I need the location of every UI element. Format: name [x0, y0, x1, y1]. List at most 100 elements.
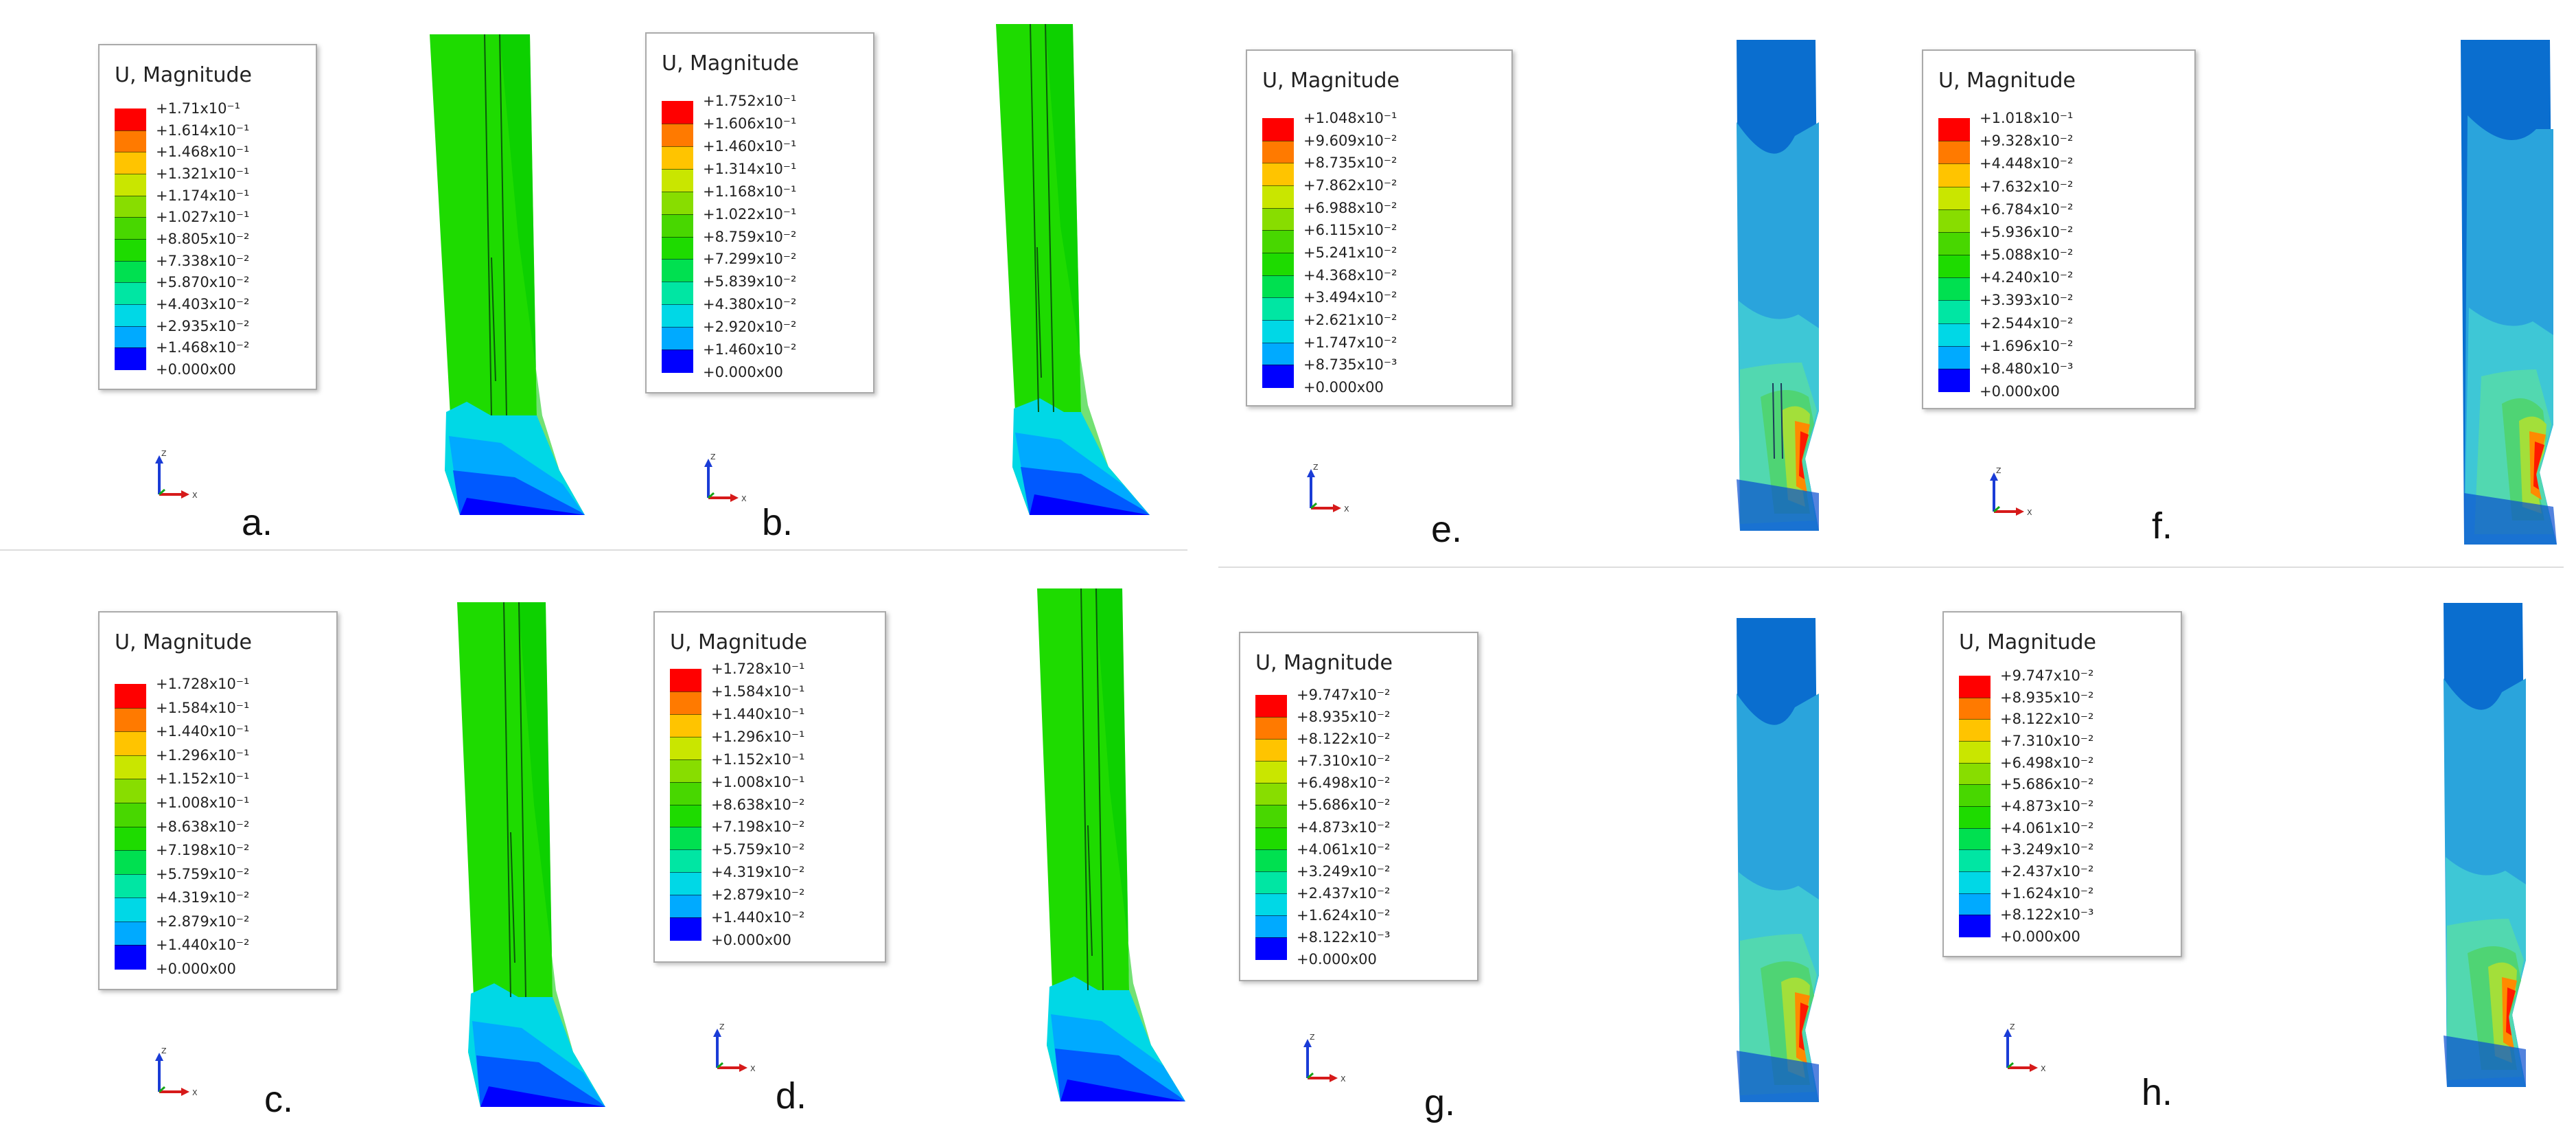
- legend-value: +5.088x10⁻²: [1980, 247, 2074, 263]
- legend-value: +6.498x10⁻²: [2000, 754, 2094, 771]
- legend-color-bar: [115, 684, 146, 970]
- legend-swatch: [115, 779, 146, 803]
- legend-value: +7.198x10⁻²: [156, 842, 250, 859]
- legend-value: +8.935x10⁻²: [2000, 689, 2094, 706]
- legend-value: +8.735x10⁻³: [1303, 356, 1397, 374]
- legend-swatch: [662, 236, 693, 260]
- legend-value: +1.440x10⁻²: [156, 937, 250, 954]
- legend-value: +1.321x10⁻¹: [156, 165, 250, 182]
- axis-triad-icon: ZX: [704, 453, 747, 503]
- legend-value: +8.759x10⁻²: [703, 228, 797, 245]
- panel-label-a: a.: [242, 502, 273, 543]
- legend-swatch: [662, 214, 693, 238]
- legend-swatch: [1255, 739, 1287, 762]
- axis-x-label: X: [1344, 505, 1349, 514]
- legend-swatch: [1262, 230, 1294, 253]
- legend-value: +0.000x00: [703, 364, 783, 380]
- legend-swatch: [1938, 323, 1970, 347]
- legend-value: +1.747x10⁻²: [1303, 334, 1397, 351]
- legend-value: +4.873x10⁻²: [1297, 819, 1391, 836]
- legend-swatch: [115, 174, 146, 196]
- axis-triad-icon: ZX: [155, 449, 198, 500]
- legend-title: U, Magnitude: [115, 630, 252, 654]
- legend-swatch: [1255, 871, 1287, 894]
- legend-swatch: [115, 731, 146, 756]
- legend-swatch: [115, 897, 146, 922]
- legend-value: +5.870x10⁻²: [156, 274, 250, 291]
- specimen-e: [1737, 40, 1819, 531]
- legend-swatch: [1959, 915, 1991, 937]
- legend-color-bar: [115, 108, 146, 370]
- legend-value: +5.686x10⁻²: [1297, 797, 1391, 814]
- legend-value: +0.000x00: [1303, 379, 1384, 396]
- legend-value: +1.296x10⁻¹: [156, 746, 250, 764]
- legend-color-bar: [670, 669, 701, 941]
- legend-swatch: [115, 304, 146, 327]
- legend-swatch: [662, 123, 693, 147]
- legend-value: +2.935x10⁻²: [156, 317, 250, 334]
- legend-swatch: [670, 872, 701, 896]
- legend-swatch: [1255, 761, 1287, 784]
- legend-value: +6.498x10⁻²: [1297, 775, 1391, 792]
- legend-value: +9.609x10⁻²: [1303, 132, 1397, 149]
- legend-value: +1.460x10⁻¹: [703, 137, 797, 155]
- legend-swatch: [1262, 320, 1294, 343]
- legend-e: U, Magnitude +1.048x10⁻¹ +9.609x10⁻² +8.73…: [1246, 49, 1513, 407]
- legend-value: +8.638x10⁻²: [156, 818, 250, 835]
- legend-swatch: [115, 826, 146, 851]
- legend-value: +1.174x10⁻¹: [156, 187, 250, 204]
- legend-value: +1.584x10⁻¹: [156, 699, 250, 716]
- legend-swatch: [662, 350, 693, 373]
- legend-color-bar: [662, 101, 693, 373]
- legend-color-bar: [1255, 695, 1287, 960]
- legend-a: U, Magnitude +1.71x10⁻¹ +1.614x10⁻¹ +1.468…: [98, 44, 317, 390]
- legend-color-bar: [1262, 118, 1294, 388]
- legend-value: +4.319x10⁻²: [711, 864, 805, 881]
- legend-value: +7.862x10⁻²: [1303, 177, 1397, 194]
- legend-swatch: [1262, 185, 1294, 209]
- legend-swatch: [670, 895, 701, 919]
- legend-swatch: [1959, 741, 1991, 764]
- legend-value: +9.328x10⁻²: [1980, 133, 2074, 150]
- legend-title: U, Magnitude: [662, 52, 799, 76]
- legend-value: +3.249x10⁻²: [1297, 862, 1391, 880]
- legend-swatch: [115, 802, 146, 827]
- legend-value: +8.735x10⁻²: [1303, 155, 1397, 172]
- legend-swatch: [670, 804, 701, 828]
- axis-z-label: Z: [1310, 1033, 1315, 1042]
- legend-swatch: [115, 347, 146, 370]
- axis-triad-icon: ZX: [1307, 463, 1349, 514]
- legend-swatch: [670, 736, 701, 760]
- legend-value: +9.747x10⁻²: [1297, 687, 1391, 703]
- legend-value: +1.468x10⁻¹: [156, 144, 250, 161]
- legend-value: +1.152x10⁻¹: [711, 751, 805, 768]
- legend-value: +5.241x10⁻²: [1303, 244, 1397, 261]
- legend-value: +8.805x10⁻²: [156, 231, 250, 247]
- legend-swatch: [1255, 893, 1287, 916]
- legend-value: +8.638x10⁻²: [711, 796, 805, 813]
- panel-label-f: f.: [2152, 505, 2173, 547]
- axis-z-label: Z: [2010, 1023, 2015, 1031]
- legend-value: +4.873x10⁻²: [2000, 798, 2094, 814]
- legend-value: +5.936x10⁻²: [1980, 223, 2074, 240]
- panel-label-g: g.: [1424, 1082, 1456, 1123]
- legend-title: U, Magnitude: [1938, 69, 2076, 93]
- legend-swatch: [115, 217, 146, 240]
- legend-value: +1.296x10⁻¹: [711, 728, 805, 745]
- axis-z-label: Z: [1996, 467, 2001, 475]
- legend-swatch: [662, 327, 693, 351]
- legend-swatch: [1938, 186, 1970, 210]
- legend-value: +7.338x10⁻²: [156, 252, 250, 269]
- legend-swatch: [1938, 255, 1970, 279]
- panel-label-d: d.: [776, 1075, 807, 1117]
- legend-swatch: [1938, 368, 1970, 392]
- legend-value: +4.403x10⁻²: [156, 296, 250, 312]
- legend-swatch: [670, 759, 701, 783]
- legend-value: +7.632x10⁻²: [1980, 178, 2074, 195]
- legend-title: U, Magnitude: [1959, 630, 2096, 654]
- legend-value: +1.022x10⁻¹: [703, 205, 797, 222]
- legend-swatch: [662, 101, 693, 124]
